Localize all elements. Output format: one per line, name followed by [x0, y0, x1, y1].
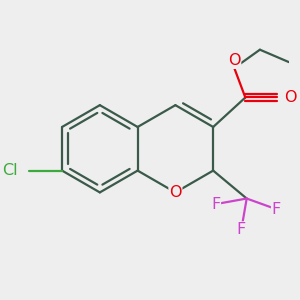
Text: O: O — [284, 90, 297, 105]
Text: F: F — [237, 222, 246, 237]
Text: F: F — [211, 196, 220, 211]
Text: F: F — [272, 202, 281, 217]
Text: Cl: Cl — [2, 163, 18, 178]
Text: O: O — [169, 185, 182, 200]
Text: O: O — [228, 53, 241, 68]
